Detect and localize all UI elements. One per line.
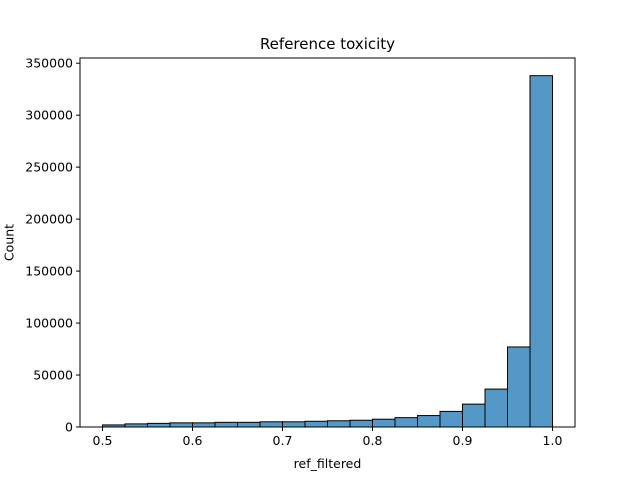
histogram-bar-4 xyxy=(169,422,193,428)
plot-frame xyxy=(79,57,576,428)
histogram-bar-20 xyxy=(529,75,553,428)
y-tick-label: 200000 xyxy=(25,212,73,227)
y-tick-label: 50000 xyxy=(33,368,73,383)
histogram-bar-5 xyxy=(192,422,216,428)
histogram-bar-10 xyxy=(304,420,328,428)
histogram-bar-17 xyxy=(462,403,486,428)
y-tick-label: 150000 xyxy=(25,264,73,279)
histogram-bar-12 xyxy=(349,419,373,428)
x-axis-label: ref_filtered xyxy=(294,456,362,471)
x-tick-label: 0.7 xyxy=(273,433,293,448)
histogram-bar-9 xyxy=(282,421,306,428)
histogram-bar-8 xyxy=(259,421,283,428)
x-tick-label: 0.5 xyxy=(93,433,113,448)
histogram-bar-16 xyxy=(439,410,463,428)
x-axis-ticks: 0.5 0.6 0.7 0.8 0.9 1.0 xyxy=(93,427,563,448)
x-tick-label: 0.6 xyxy=(183,433,203,448)
y-tick-label: 250000 xyxy=(25,160,73,175)
chart-title: Reference toxicity xyxy=(260,35,395,53)
y-tick-label: 300000 xyxy=(25,108,73,123)
y-tick-label: 350000 xyxy=(25,56,73,71)
histogram-bar-14 xyxy=(394,417,418,428)
histogram-bar-7 xyxy=(237,421,261,428)
y-axis-label: Count xyxy=(2,224,17,261)
y-axis-ticks: 0 50000 100000 150000 200000 250000 300000 3500… xyxy=(25,56,80,435)
x-tick-label: 0.9 xyxy=(453,433,473,448)
histogram-bar-11 xyxy=(327,420,351,428)
x-tick-label: 1.0 xyxy=(543,433,563,448)
histogram-bar-18 xyxy=(484,388,508,428)
histogram-bar-15 xyxy=(417,415,441,428)
histogram-bar-19 xyxy=(507,346,531,428)
y-tick-label: 100000 xyxy=(25,316,73,331)
histogram-bar-3 xyxy=(147,422,171,428)
histogram-bar-13 xyxy=(372,418,396,428)
y-tick-label: 0 xyxy=(65,420,73,435)
x-tick-label: 0.8 xyxy=(363,433,383,448)
histogram-bar-6 xyxy=(214,421,238,428)
